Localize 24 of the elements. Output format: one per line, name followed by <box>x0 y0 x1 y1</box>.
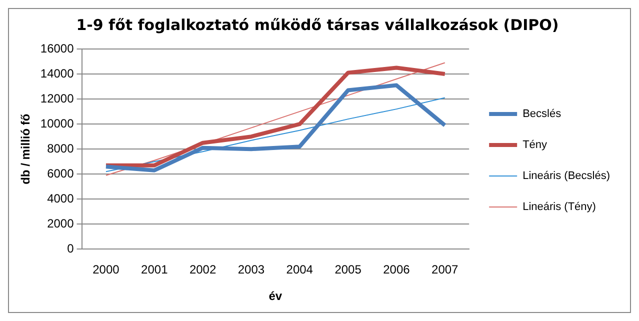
x-tick-label: 2001 <box>141 262 168 277</box>
x-tick-label: 2002 <box>189 262 216 277</box>
y-tick-label: 6000 <box>47 166 74 180</box>
x-tick-label: 2007 <box>432 262 459 277</box>
y-tick-label: 2000 <box>47 216 74 230</box>
x-tick-label: 2006 <box>383 262 410 277</box>
y-tick-label: 12000 <box>40 91 74 106</box>
x-axis-title: év <box>268 289 282 304</box>
legend-label: Lineáris (Tény) <box>522 201 596 214</box>
x-tick-label: 2004 <box>286 262 314 277</box>
legend-label: Tény <box>522 139 548 152</box>
legend-label: Lineáris (Becslés) <box>522 170 610 182</box>
y-tick-label: 16000 <box>40 41 74 56</box>
legend-label: Becslés <box>522 108 562 120</box>
x-tick-label: 2000 <box>92 262 120 277</box>
x-tick-label: 2003 <box>238 262 265 277</box>
y-tick-label: 8000 <box>47 141 74 156</box>
chart-title: 1-9 főt foglalkoztató működő társas vállalkozások (DIPO) <box>76 16 559 34</box>
y-tick-label: 4000 <box>47 191 74 206</box>
x-tick-label: 2005 <box>334 262 362 277</box>
y-axis-title: db / millió fő <box>18 114 33 184</box>
y-tick-label: 10000 <box>40 116 74 130</box>
y-tick-label: 0 <box>67 242 74 256</box>
y-tick-label: 14000 <box>40 66 74 80</box>
